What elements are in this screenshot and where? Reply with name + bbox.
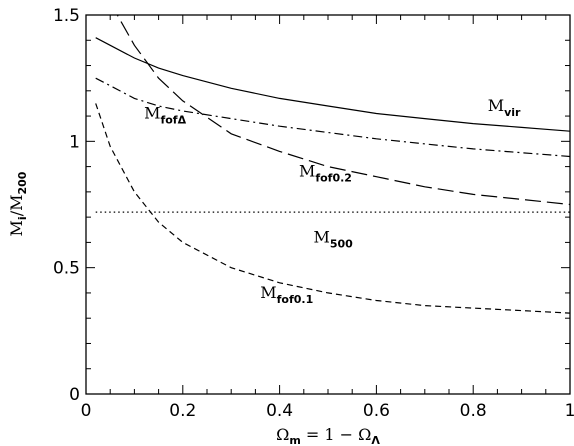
x-axis-label: Ωm = 1 − ΩΛ <box>276 425 380 446</box>
series-longdash-line <box>116 15 570 206</box>
x-tick-label: 0.6 <box>363 401 390 421</box>
series-shortdash-line <box>95 103 570 314</box>
y-tick-label: 1.5 <box>53 6 80 26</box>
x-tick-label: 0.4 <box>266 401 293 421</box>
y-tick-label: 0 <box>69 385 80 405</box>
series-dashdot-line <box>95 77 570 158</box>
x-tick-label: 1 <box>565 401 574 421</box>
series-solid-line <box>95 37 570 132</box>
x-tick-label: 0.2 <box>169 401 196 421</box>
series-label: M500 <box>313 227 353 250</box>
y-tick-label: 0.5 <box>53 259 80 279</box>
series-label: Mvir <box>488 96 521 119</box>
y-axis-label: Mi/M200 <box>7 171 29 236</box>
curves <box>95 15 570 314</box>
series-label: Mfof0.2 <box>299 162 352 185</box>
x-tick-label: 0.8 <box>460 401 487 421</box>
axis-ticks: 0 0.2 0.4 0.6 0.8 1 0 0.5 1 1.5 <box>53 6 574 421</box>
plot-frame <box>85 14 571 395</box>
x-tick-label: 0 <box>81 401 92 421</box>
series-label: Mfof0.1 <box>260 283 313 306</box>
series-label: MfofΔ <box>144 104 187 127</box>
y-tick-label: 1 <box>69 132 80 152</box>
series-labels: Mvir MfofΔ Mfof0.2 M500 Mfof0.1 <box>144 96 521 306</box>
